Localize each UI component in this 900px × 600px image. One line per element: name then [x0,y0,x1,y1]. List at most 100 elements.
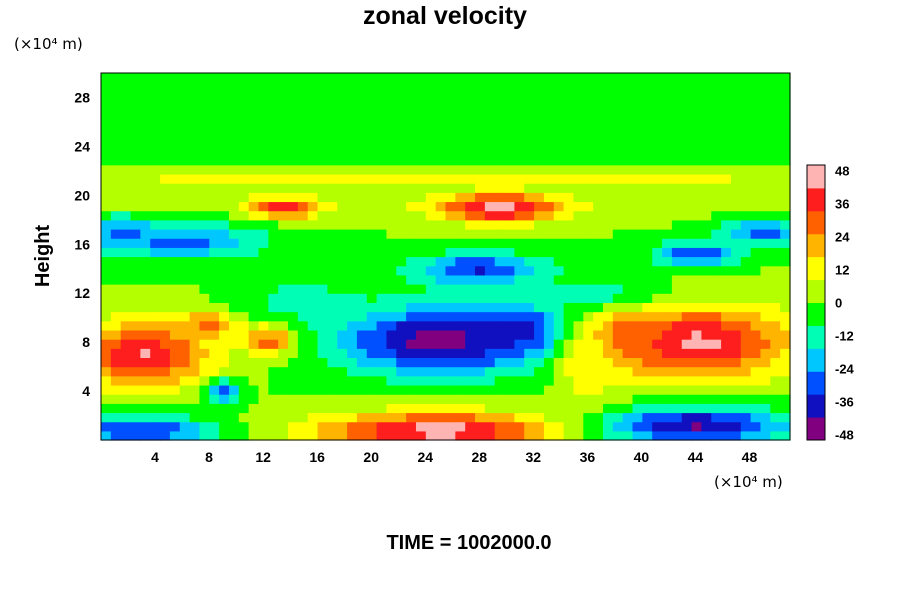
heatmap-cell [780,201,791,212]
heatmap-cell [140,430,151,441]
heatmap-cell [169,320,181,331]
heatmap-cell [740,265,752,276]
heatmap-cell [337,384,348,395]
heatmap-cell [327,339,338,349]
heatmap-cell [258,238,269,248]
heatmap-cell [189,192,201,203]
heatmap-cell [140,91,151,102]
heatmap-cell [386,348,397,359]
heatmap-cell [504,109,515,120]
heatmap-cell [652,238,663,248]
heatmap-cell [435,73,447,83]
colorbar-segment [807,233,825,258]
heatmap-cell [337,256,348,267]
heatmap-cell [730,403,742,414]
heatmap-cell [602,192,614,203]
heatmap-cell [209,228,220,239]
heatmap-cell [681,128,693,138]
heatmap-cell [632,91,643,102]
heatmap-cell [711,339,722,349]
heatmap-cell [770,100,781,111]
heatmap-cell [465,100,476,111]
heatmap-cell [150,183,161,193]
heatmap-cell [396,118,407,129]
heatmap-cell [101,91,112,102]
heatmap-cell [602,293,614,303]
heatmap-cell [356,219,368,230]
heatmap-cell [622,155,634,166]
heatmap-cell [199,403,210,414]
heatmap-cell [297,82,309,92]
heatmap-cell [228,329,240,340]
heatmap-cell [258,348,269,359]
heatmap-cell [297,201,309,212]
heatmap-cell [120,311,132,322]
heatmap-cell [425,421,437,432]
heatmap-cell [150,348,161,359]
heatmap-cell [120,109,132,120]
heatmap-cell [179,118,191,129]
heatmap-cell [504,128,515,138]
heatmap-cell [189,348,201,359]
heatmap-cell [366,348,378,359]
heatmap-cell [750,219,762,230]
heatmap-cell [337,91,348,102]
heatmap-cell [366,265,378,276]
colorbar-segment [807,325,825,349]
heatmap-cell [337,339,348,349]
heatmap-cell [366,412,378,423]
heatmap-cell [475,293,486,303]
heatmap-cell [780,384,791,395]
heatmap-cell [602,375,614,386]
heatmap-cell [602,430,614,441]
heatmap-cell [602,357,614,368]
heatmap-cell [711,265,722,276]
heatmap-cell [494,164,506,175]
heatmap-cell [642,128,653,138]
heatmap-cell [406,311,417,322]
heatmap-cell [465,339,476,349]
heatmap-cell [730,228,742,239]
heatmap-cell [760,302,771,313]
heatmap-cell [504,173,515,184]
heatmap-cell [199,302,210,313]
heatmap-cell [101,247,112,258]
heatmap-cell [642,137,653,147]
heatmap-cell [750,293,762,303]
heatmap-cell [278,100,289,111]
heatmap-cell [455,384,466,395]
heatmap-cell [150,320,161,331]
heatmap-cell [730,109,742,120]
heatmap-cell [711,137,722,147]
heatmap-cell [602,274,614,285]
heatmap-cell [199,366,210,377]
heatmap-cell [396,329,407,340]
heatmap-cell [652,201,663,212]
heatmap-cell [543,228,555,239]
heatmap-cell [730,256,742,267]
heatmap-cell [415,164,427,175]
heatmap-cell [347,421,358,432]
heatmap-cell [524,412,535,423]
heatmap-cell [740,82,752,92]
heatmap-cell [209,320,220,331]
heatmap-cell [504,384,515,395]
heatmap-cell [110,137,122,147]
heatmap-cell [740,109,752,120]
heatmap-cell [209,82,220,92]
heatmap-cell [406,192,417,203]
heatmap-cell [160,375,171,386]
heatmap-cell [701,430,712,441]
heatmap-cell [160,384,171,395]
heatmap-cell [780,210,791,221]
heatmap-cell [553,302,565,313]
heatmap-cell [386,219,397,230]
heatmap-cell [465,348,476,359]
heatmap-cell [140,219,151,230]
heatmap-cell [366,137,378,147]
heatmap-cell [386,183,397,193]
heatmap-cell [445,375,456,386]
heatmap-cell [730,339,742,349]
heatmap-cell [740,219,752,230]
